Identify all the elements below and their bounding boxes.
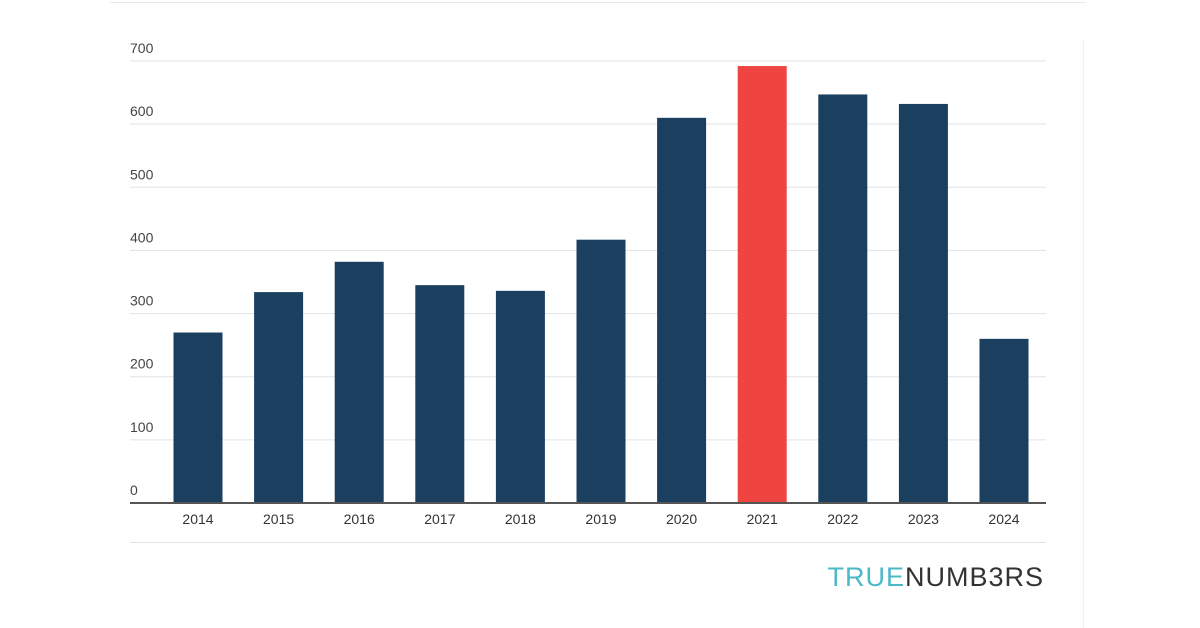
x-tick-label-2015: 2015 bbox=[263, 511, 294, 527]
bar-2014 bbox=[173, 332, 223, 503]
bar-2020 bbox=[657, 117, 707, 503]
x-tick-label-2022: 2022 bbox=[827, 511, 858, 527]
footer-divider bbox=[130, 542, 1046, 543]
x-axis-tick-labels: 2014 2015 2016 2017 2018 2019 2020 2021 2022 2023… bbox=[182, 511, 1019, 527]
x-tick-label-2016: 2016 bbox=[344, 511, 375, 527]
y-tick-label-100: 100 bbox=[130, 419, 154, 435]
x-tick-label-2021: 2021 bbox=[747, 511, 778, 527]
bar-2023 bbox=[898, 103, 948, 504]
bar-2019 bbox=[576, 239, 626, 504]
bar-2016 bbox=[334, 261, 384, 503]
x-tick-label-2017: 2017 bbox=[424, 511, 455, 527]
truenumbers-logo: TRUENUMB3RS bbox=[827, 562, 1044, 593]
x-tick-label-2020: 2020 bbox=[666, 511, 697, 527]
bars bbox=[173, 66, 1029, 504]
bar-2015 bbox=[254, 292, 304, 503]
y-tick-label-200: 200 bbox=[130, 356, 154, 372]
x-tick-label-2023: 2023 bbox=[908, 511, 939, 527]
x-tick-label-2014: 2014 bbox=[182, 511, 213, 527]
logo-text-true: TRUE bbox=[827, 562, 905, 592]
bar-2024 bbox=[979, 338, 1029, 503]
bar-2021 bbox=[737, 66, 787, 504]
x-tick-label-2018: 2018 bbox=[505, 511, 536, 527]
right-divider bbox=[1083, 40, 1084, 628]
logo-text-numbers: NUMB3RS bbox=[904, 562, 1044, 592]
bar-2018 bbox=[495, 290, 545, 503]
y-tick-label-700: 700 bbox=[130, 40, 154, 56]
bar-2017 bbox=[415, 285, 465, 503]
bar-2022 bbox=[818, 94, 868, 504]
top-divider bbox=[110, 2, 1086, 3]
y-tick-label-500: 500 bbox=[130, 166, 154, 182]
y-tick-label-600: 600 bbox=[130, 103, 154, 119]
y-tick-label-0: 0 bbox=[130, 482, 138, 498]
x-tick-label-2024: 2024 bbox=[988, 511, 1019, 527]
y-axis-tick-labels: 0 100 200 300 400 500 600 700 bbox=[130, 40, 154, 498]
x-tick-label-2019: 2019 bbox=[585, 511, 616, 527]
y-tick-label-400: 400 bbox=[130, 229, 154, 245]
y-tick-label-300: 300 bbox=[130, 293, 154, 309]
